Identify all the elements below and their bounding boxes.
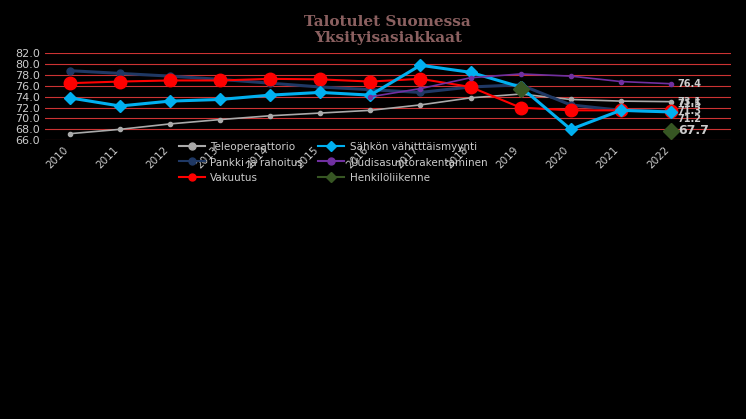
Vakuutus — [466, 85, 475, 90]
Sähkön vähitttäismyynti — [166, 98, 175, 103]
Pankki ja rahoitus — [116, 71, 125, 76]
Uudisasuntorakentaminen — [666, 81, 675, 86]
Teleoperaattorio — [266, 113, 275, 118]
Teleoperaattorio — [416, 102, 425, 107]
Text: 76.4: 76.4 — [678, 79, 702, 89]
Uudisasuntorakentaminen — [516, 71, 525, 76]
Line: Pankki ja rahoitus: Pankki ja rahoitus — [66, 67, 674, 115]
Vakuutus — [66, 81, 75, 86]
Vakuutus — [366, 79, 374, 84]
Sähkön vähitttäismyynti — [666, 109, 675, 114]
Sähkön vähitttäismyynti — [566, 127, 575, 132]
Pankki ja rahoitus — [166, 74, 175, 79]
Pankki ja rahoitus — [616, 108, 625, 113]
Vakuutus — [216, 78, 225, 83]
Teleoperaattorio — [566, 97, 575, 102]
Sähkön vähitttäismyynti — [416, 63, 425, 68]
Line: Teleoperaattorio: Teleoperaattorio — [68, 92, 673, 136]
Pankki ja rahoitus — [566, 102, 575, 107]
Sähkön vähitttäismyynti — [66, 96, 75, 101]
Teleoperaattorio — [616, 98, 625, 103]
Pankki ja rahoitus — [316, 85, 325, 90]
Teleoperaattorio — [316, 111, 325, 116]
Pankki ja rahoitus — [466, 85, 475, 90]
Sähkön vähitttäismyynti — [266, 93, 275, 98]
Text: 67.7: 67.7 — [678, 124, 709, 137]
Pankki ja rahoitus — [266, 81, 275, 86]
Teleoperaattorio — [116, 127, 125, 132]
Teleoperaattorio — [66, 131, 75, 136]
Title: Talotulet Suomessa
Yksityisasiakkaat: Talotulet Suomessa Yksityisasiakkaat — [304, 15, 471, 45]
Vakuutus — [566, 108, 575, 113]
Uudisasuntorakentaminen — [616, 79, 625, 84]
Teleoperaattorio — [216, 117, 225, 122]
Teleoperaattorio — [466, 96, 475, 101]
Uudisasuntorakentaminen — [566, 74, 575, 79]
Legend: Teleoperaattorio, Pankki ja rahoitus, Vakuutus, Sähkön vähitttäismyynti, Uudisas: Teleoperaattorio, Pankki ja rahoitus, Va… — [175, 138, 492, 187]
Line: Vakuutus: Vakuutus — [63, 72, 677, 118]
Sähkön vähitttäismyynti — [366, 93, 374, 98]
Vakuutus — [266, 76, 275, 81]
Text: 73.1: 73.1 — [678, 97, 702, 107]
Uudisasuntorakentaminen — [466, 75, 475, 80]
Vakuutus — [316, 77, 325, 82]
Pankki ja rahoitus — [516, 82, 525, 87]
Sähkön vähitttäismyynti — [316, 90, 325, 95]
Teleoperaattorio — [666, 99, 675, 104]
Teleoperaattorio — [516, 91, 525, 96]
Vakuutus — [666, 109, 675, 114]
Pankki ja rahoitus — [666, 109, 675, 114]
Sähkön vähitttäismyynti — [466, 70, 475, 75]
Pankki ja rahoitus — [366, 87, 374, 92]
Vakuutus — [516, 105, 525, 110]
Text: 71.5: 71.5 — [678, 99, 702, 109]
Uudisasuntorakentaminen — [416, 86, 425, 91]
Pankki ja rahoitus — [216, 77, 225, 82]
Line: Uudisasuntorakentaminen: Uudisasuntorakentaminen — [369, 72, 673, 99]
Pankki ja rahoitus — [66, 68, 75, 73]
Sähkön vähitttäismyynti — [216, 97, 225, 102]
Teleoperaattorio — [366, 108, 374, 113]
Uudisasuntorakentaminen — [366, 94, 374, 99]
Vakuutus — [616, 108, 625, 113]
Sähkön vähitttäismyynti — [516, 85, 525, 90]
Text: 71.2: 71.2 — [678, 114, 702, 124]
Text: 71.3: 71.3 — [678, 106, 702, 116]
Sähkön vähitttäismyynti — [116, 103, 125, 109]
Sähkön vähitttäismyynti — [616, 108, 625, 113]
Vakuutus — [166, 78, 175, 83]
Vakuutus — [416, 76, 425, 81]
Line: Sähkön vähitttäismyynti: Sähkön vähitttäismyynti — [66, 61, 675, 134]
Teleoperaattorio — [166, 122, 175, 127]
Vakuutus — [116, 79, 125, 84]
Pankki ja rahoitus — [416, 90, 425, 95]
